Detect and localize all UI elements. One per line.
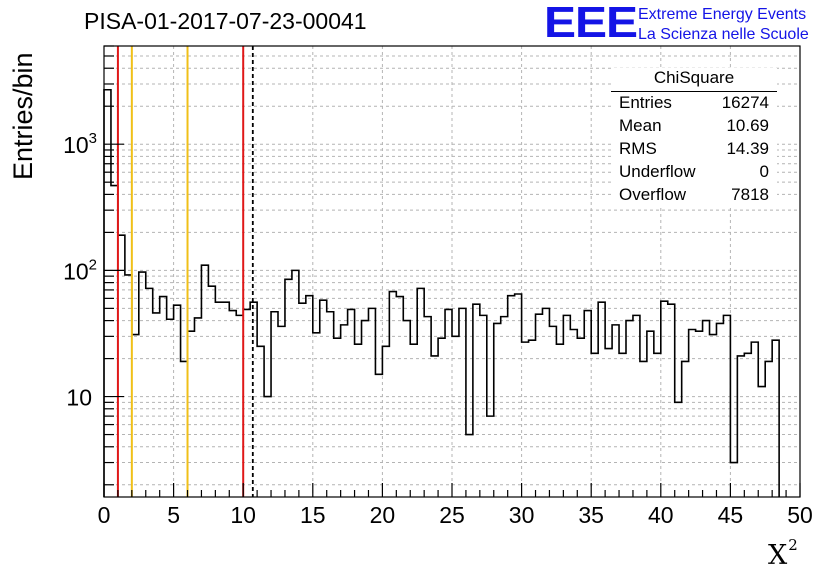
- stats-label: RMS: [619, 139, 657, 158]
- x-tick-label: 20: [370, 502, 396, 528]
- stats-row-entries: Entries 16274: [619, 93, 769, 115]
- marker-lines: [116, 46, 254, 497]
- x-tick-label: 45: [718, 502, 744, 528]
- x-tick-label: 35: [578, 502, 604, 528]
- x-tick-label: 50: [787, 502, 813, 528]
- stats-box-divider: [611, 91, 777, 92]
- stats-box: ChiSquare Entries 16274 Mean 10.69 RMS 1…: [611, 68, 777, 208]
- stats-value: 16274: [721, 93, 769, 112]
- histogram-bars: [103, 88, 780, 497]
- chart-title: PISA-01-2017-07-23-00041: [84, 8, 367, 34]
- y-axis-label: Entries/bin: [8, 52, 38, 180]
- x-axis-label-base: X: [768, 540, 788, 571]
- x-tick-label: 30: [509, 502, 535, 528]
- x-tick-label: 10: [230, 502, 256, 528]
- stats-label: Mean: [619, 116, 662, 135]
- stats-value: 7818: [731, 185, 769, 204]
- y-tick-labels: 10 102 103: [63, 130, 97, 410]
- grid-lines: [103, 45, 801, 497]
- stats-label: Underflow: [619, 162, 696, 181]
- x-tick-labels: 0 5 10 15 20 25 30 35 40 45 50: [98, 502, 813, 528]
- stats-row-mean: Mean 10.69: [619, 116, 769, 138]
- stats-value: 0: [759, 162, 769, 181]
- x-axis-label-superscript: 2: [788, 536, 798, 554]
- x-tick-label: 0: [98, 502, 111, 528]
- eee-logo: EEE: [544, 0, 638, 48]
- stats-row-underflow: Underflow 0: [619, 162, 769, 184]
- stats-value: 10.69: [726, 116, 769, 135]
- stats-row-overflow: Overflow 7818: [619, 185, 769, 207]
- x-tick-label: 40: [648, 502, 674, 528]
- x-tick-label: 5: [167, 502, 180, 528]
- histogram-outline: [103, 88, 780, 497]
- y-tick-label: 102: [63, 256, 97, 284]
- x-tick-label: 25: [439, 502, 465, 528]
- y-tick-label: 10: [66, 385, 92, 411]
- stats-value: 14.39: [726, 139, 769, 158]
- x-tick-label: 15: [300, 502, 326, 528]
- stats-row-rms: RMS 14.39: [619, 139, 769, 161]
- x-axis-label: X2: [768, 536, 798, 571]
- stats-label: Overflow: [619, 185, 687, 204]
- stats-box-title: ChiSquare: [653, 68, 735, 87]
- logo-line-1: Extreme Energy Events: [638, 6, 807, 23]
- axis-ticks: [103, 45, 801, 497]
- stats-label: Entries: [619, 93, 672, 112]
- logo-line-2: La Scienza nelle Scuole: [638, 26, 809, 43]
- y-tick-label: 103: [63, 130, 97, 158]
